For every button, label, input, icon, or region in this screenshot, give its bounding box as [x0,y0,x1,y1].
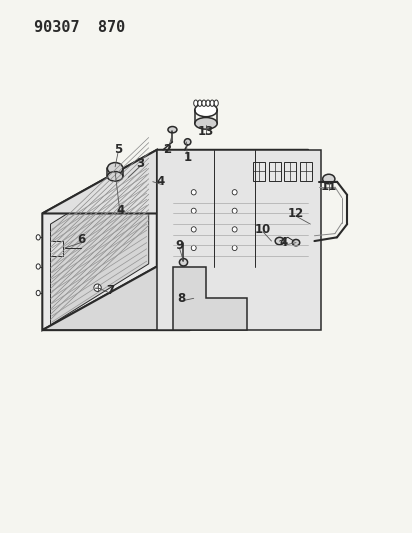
Text: 8: 8 [177,292,185,305]
Polygon shape [157,150,308,266]
Ellipse shape [94,284,101,292]
Polygon shape [51,163,149,325]
Text: 11: 11 [321,181,337,193]
Text: 13: 13 [198,125,214,138]
Ellipse shape [206,100,210,107]
Text: 6: 6 [77,233,85,246]
Ellipse shape [195,117,217,129]
Ellipse shape [232,190,237,195]
Text: 4: 4 [157,175,165,188]
Text: 4: 4 [116,204,124,217]
Text: 1: 1 [183,151,192,164]
Text: 3: 3 [136,157,145,169]
Ellipse shape [191,208,196,214]
Ellipse shape [323,174,335,184]
Ellipse shape [108,172,123,181]
Polygon shape [173,266,247,330]
Ellipse shape [191,245,196,251]
Text: 12: 12 [288,207,304,220]
Ellipse shape [168,126,177,133]
FancyBboxPatch shape [51,241,63,256]
Ellipse shape [202,100,206,107]
Text: 90307  870: 90307 870 [34,20,125,35]
Ellipse shape [184,139,191,145]
Text: 2: 2 [163,143,171,156]
FancyBboxPatch shape [269,161,281,181]
Text: 7: 7 [106,284,114,297]
Ellipse shape [275,237,284,245]
Ellipse shape [232,208,237,214]
FancyBboxPatch shape [284,161,297,181]
Text: 4: 4 [280,236,288,249]
Ellipse shape [198,100,202,107]
Ellipse shape [232,227,237,232]
Ellipse shape [194,100,198,107]
Text: 5: 5 [114,143,122,156]
Ellipse shape [36,290,40,296]
Polygon shape [42,150,157,330]
Ellipse shape [108,163,123,174]
Ellipse shape [232,245,237,251]
Text: 9: 9 [175,239,183,252]
Ellipse shape [195,103,217,117]
FancyBboxPatch shape [253,161,265,181]
Ellipse shape [214,100,218,107]
FancyBboxPatch shape [300,161,312,181]
Ellipse shape [36,264,40,269]
Ellipse shape [179,259,187,266]
Ellipse shape [210,100,214,107]
Ellipse shape [293,239,300,246]
Polygon shape [42,150,308,214]
Polygon shape [42,266,308,330]
Ellipse shape [191,227,196,232]
Ellipse shape [36,235,40,240]
Ellipse shape [191,190,196,195]
Polygon shape [157,150,321,330]
Text: 10: 10 [255,223,272,236]
